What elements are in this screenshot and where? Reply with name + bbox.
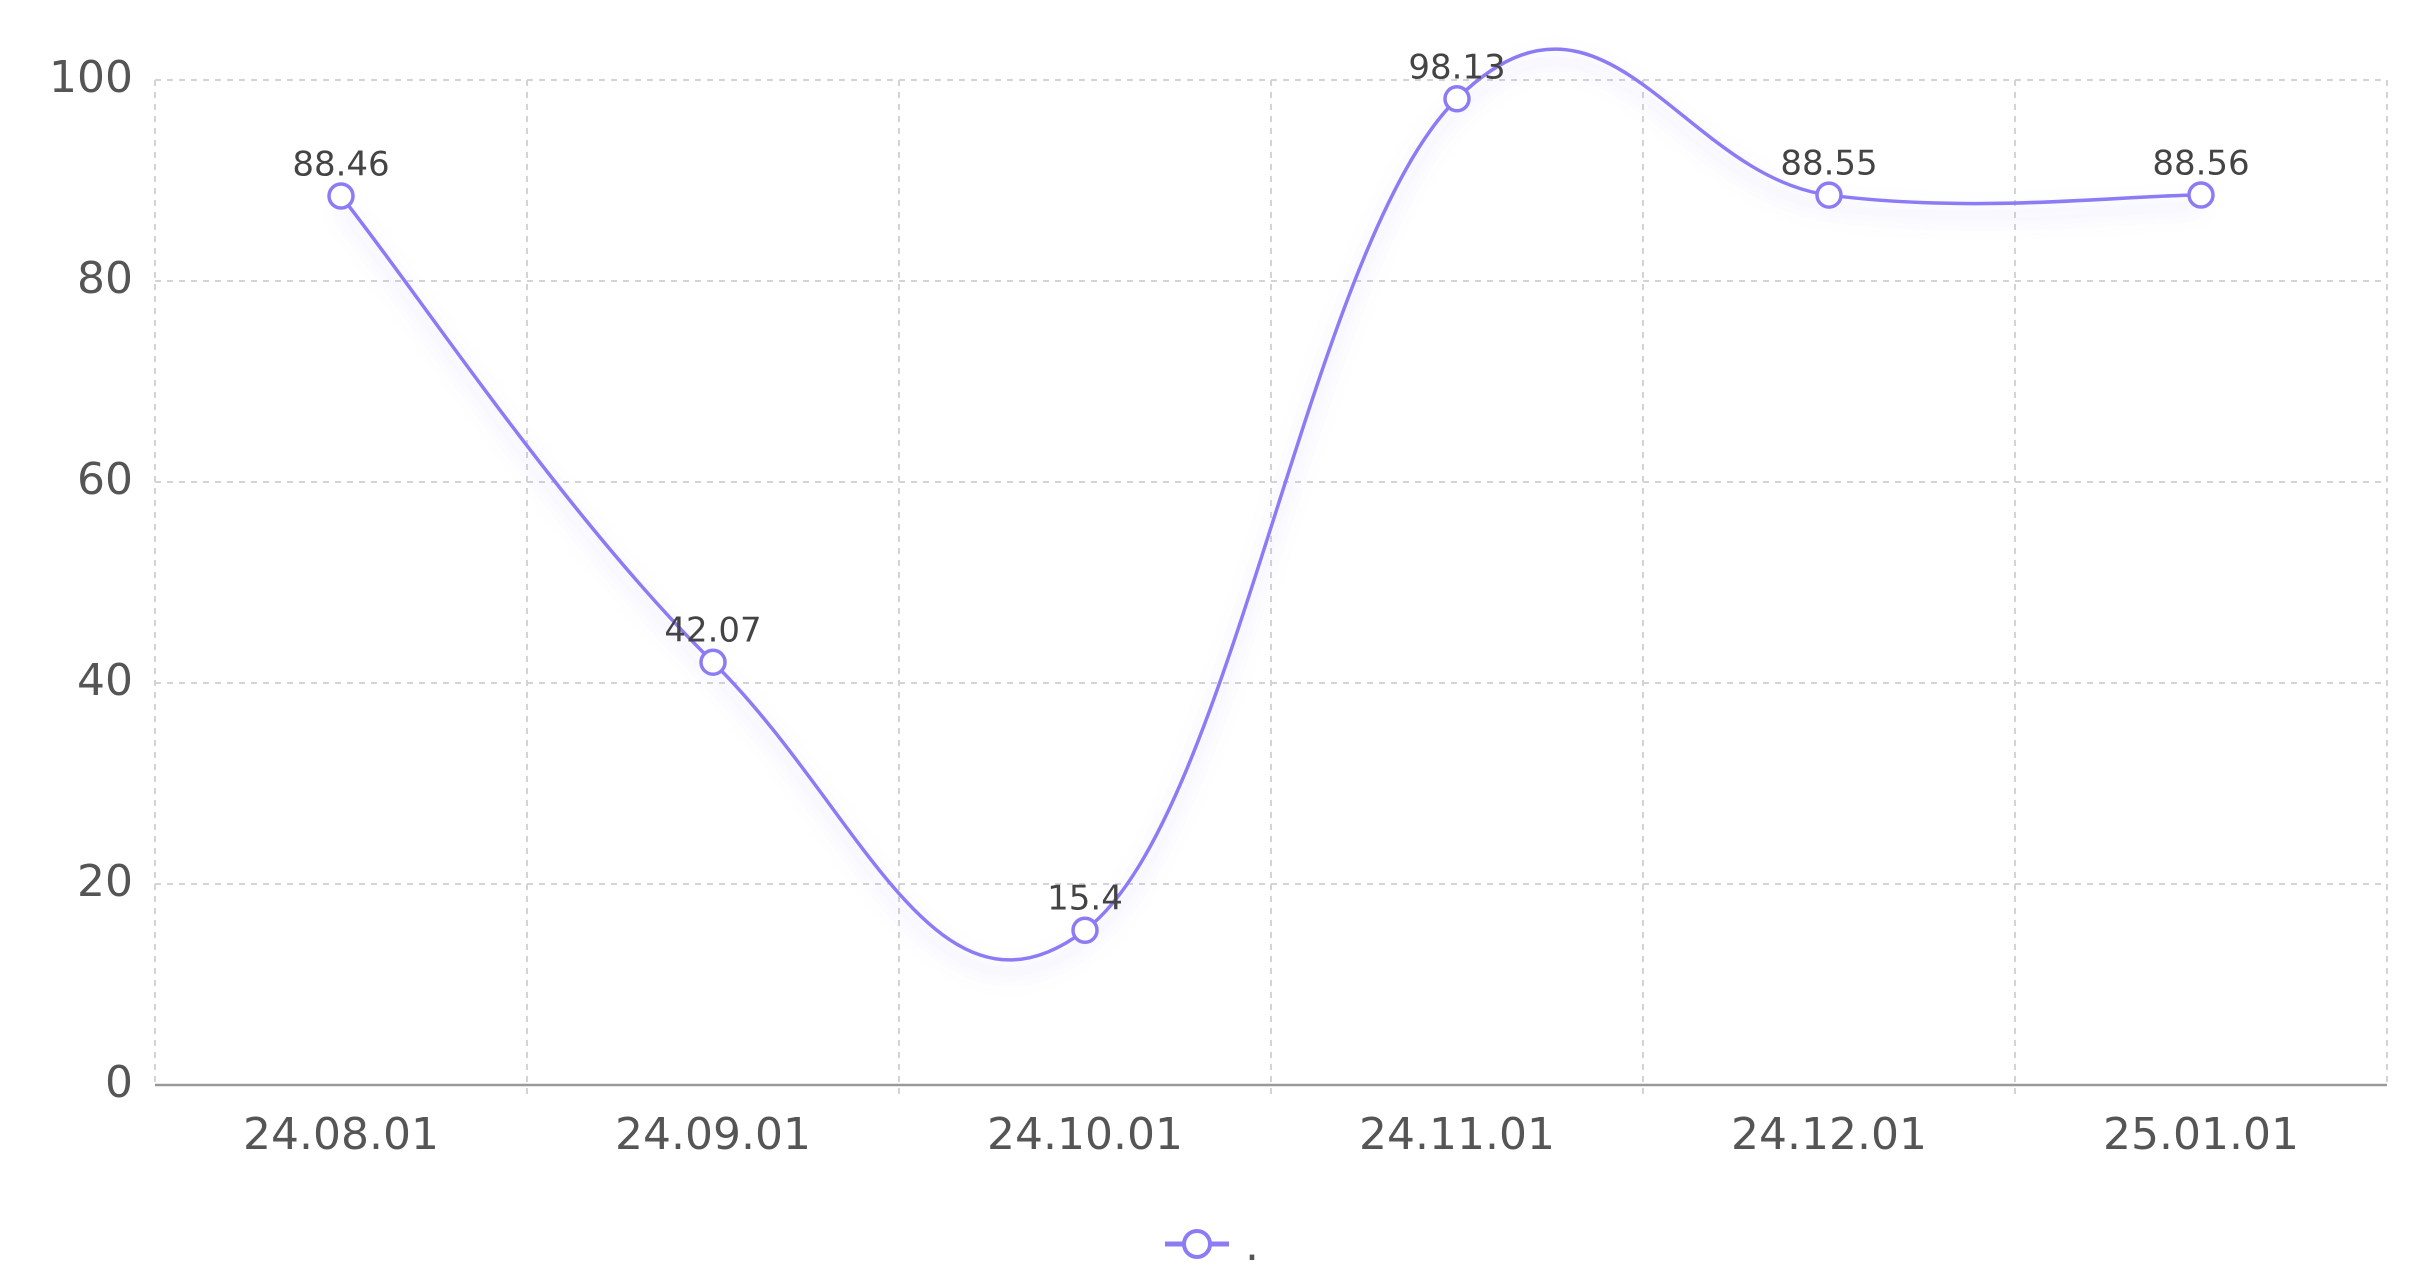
y-tick-label: 20	[77, 856, 133, 907]
y-tick-label: 80	[77, 253, 133, 304]
y-tick-label: 40	[77, 655, 133, 706]
point	[1071, 916, 1099, 944]
point	[2187, 181, 2215, 209]
x-tick-label: 24.10.01	[987, 1109, 1183, 1160]
point	[327, 182, 355, 210]
value-label: 98.13	[1408, 47, 1505, 87]
y-tick-label: 0	[105, 1057, 133, 1108]
x-tick-label: 24.09.01	[615, 1109, 811, 1160]
point	[1443, 85, 1471, 113]
point	[699, 648, 727, 676]
legend-marker	[1182, 1229, 1212, 1259]
value-label: 88.56	[2152, 143, 2249, 183]
x-tick-label: 24.12.01	[1731, 1109, 1927, 1160]
value-label: 88.55	[1780, 144, 1877, 184]
value-label: 15.4	[1047, 879, 1123, 919]
value-label: 42.07	[664, 611, 761, 651]
x-tick-label: 24.08.01	[243, 1109, 439, 1160]
x-tick-label: 25.01.01	[2103, 1109, 2299, 1160]
y-tick-label: 60	[77, 454, 133, 505]
point	[1815, 181, 1843, 209]
x-tick-label: 24.11.01	[1359, 1109, 1555, 1160]
legend-label: .	[1245, 1220, 1259, 1271]
y-tick-label: 100	[49, 52, 133, 103]
value-label: 88.46	[292, 144, 389, 184]
